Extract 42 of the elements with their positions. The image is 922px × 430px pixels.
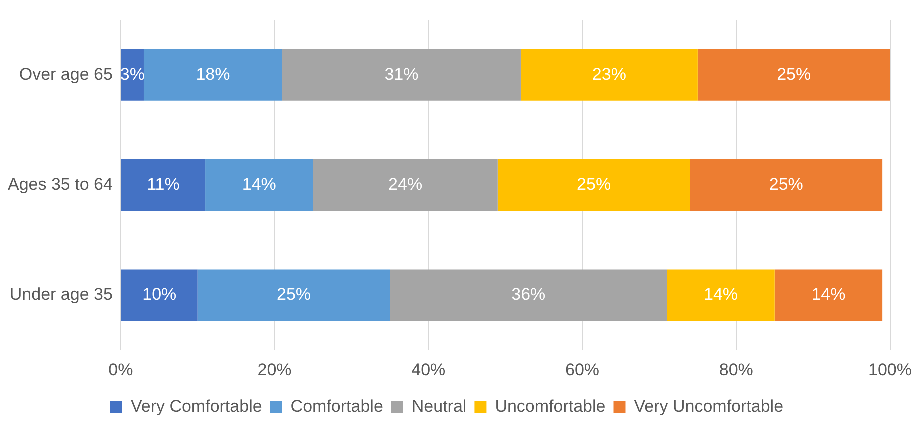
y-tick-label: Over age 65 xyxy=(19,64,113,84)
bar xyxy=(206,160,314,212)
x-tick-label: 20% xyxy=(258,360,292,380)
legend-label: Very Comfortable xyxy=(130,397,262,416)
bar xyxy=(144,49,282,101)
x-tick-label: 80% xyxy=(719,360,754,380)
x-tick-label: 60% xyxy=(566,360,600,380)
y-tick-label: Ages 35 to 64 xyxy=(8,174,113,194)
legend-label: Very Uncomfortable xyxy=(634,397,784,416)
bar xyxy=(282,49,521,101)
bar xyxy=(690,160,883,212)
data-label: 31% xyxy=(384,64,419,84)
data-label: 25% xyxy=(777,64,812,84)
data-label: 14% xyxy=(812,285,846,304)
data-label: 11% xyxy=(147,174,180,194)
bar xyxy=(774,270,883,322)
data-label: 25% xyxy=(577,174,612,194)
bar xyxy=(198,270,390,322)
data-label: 24% xyxy=(388,174,423,194)
bar xyxy=(390,270,668,322)
data-label: 14% xyxy=(242,174,276,194)
data-label: 18% xyxy=(196,64,230,84)
x-tick-label: 100% xyxy=(868,360,912,380)
legend-label: Comfortable xyxy=(290,397,384,416)
bar xyxy=(698,49,890,101)
bar xyxy=(121,270,198,322)
x-tick-label: 40% xyxy=(412,360,446,380)
data-label: 14% xyxy=(704,285,738,304)
x-tick-label: 0% xyxy=(108,360,134,380)
y-tick-label: Under age 35 xyxy=(10,285,113,304)
data-label: 25% xyxy=(277,285,312,304)
bar xyxy=(667,270,775,322)
legend-label: Neutral xyxy=(412,397,467,416)
bar xyxy=(520,49,698,101)
data-label: 23% xyxy=(592,64,626,84)
legend-label: Uncomfortable xyxy=(495,397,606,416)
bar xyxy=(313,160,498,212)
data-label: 10% xyxy=(142,285,177,304)
bar xyxy=(121,160,206,212)
data-label: 36% xyxy=(512,285,546,304)
bar xyxy=(498,160,690,212)
data-label: 25% xyxy=(769,174,804,194)
